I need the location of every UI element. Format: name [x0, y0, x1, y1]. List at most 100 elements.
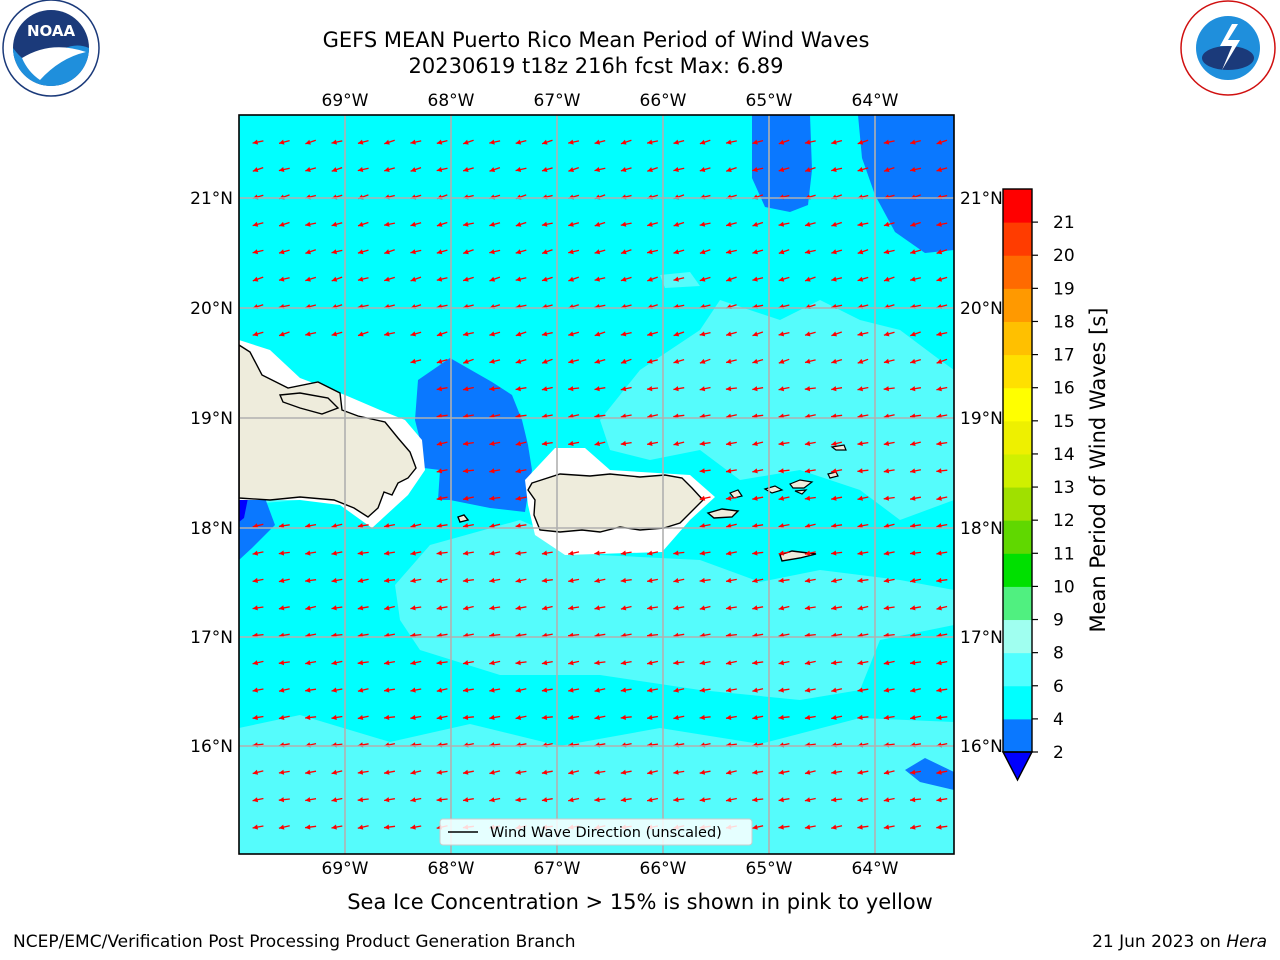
wave-direction-arrowhead [883, 687, 890, 693]
wave-direction-arrowhead [857, 167, 864, 172]
wave-direction-arrowhead [831, 468, 837, 474]
wave-direction-arrowhead [515, 523, 521, 529]
lon-label-top: 68°W [428, 91, 475, 111]
wave-direction-arrowhead [831, 331, 837, 337]
wave-direction-arrowhead [752, 221, 758, 227]
wave-direction-arrowhead [489, 523, 495, 529]
colorbar-band [1003, 321, 1032, 356]
wave-direction-arrowhead [568, 331, 574, 337]
wave-direction-arrowhead [752, 167, 758, 172]
wave-direction-arrowhead [620, 714, 626, 720]
wave-direction-arrowhead [436, 495, 443, 501]
wave-direction-arrowhead [621, 249, 627, 255]
wave-direction-arrowhead [278, 797, 285, 803]
wave-direction-arrowhead [279, 276, 285, 282]
wave-direction-arrowhead [410, 167, 417, 172]
wave-direction-arrowhead [358, 221, 364, 227]
wave-direction-arrowhead [331, 824, 337, 830]
wave-direction-arrowhead [699, 495, 706, 501]
wave-direction-arrowhead [410, 577, 416, 583]
wave-direction-arrowhead [305, 276, 311, 282]
wave-direction-arrowhead [410, 687, 416, 693]
wave-direction-arrowhead [463, 550, 469, 556]
wave-direction-arrowhead [699, 797, 705, 803]
lon-label-bottom: 64°W [852, 859, 899, 879]
wave-direction-arrowhead [726, 167, 732, 172]
wave-direction-arrowhead [331, 605, 337, 611]
wave-direction-arrowhead [752, 358, 758, 364]
wave-direction-arrowhead [804, 386, 811, 392]
wave-direction-arrowhead [910, 605, 916, 611]
wave-direction-arrowhead [883, 824, 890, 830]
wave-direction-arrowhead [620, 605, 627, 611]
wave-direction-arrowhead [673, 797, 679, 803]
wave-direction-arrowhead [331, 660, 337, 666]
wave-direction-arrowhead [726, 276, 732, 282]
colorbar-tick-label: 21 [1053, 213, 1075, 233]
wave-direction-arrowhead [831, 386, 837, 392]
wave-direction-arrowhead [252, 687, 258, 693]
colorbar-frame [1002, 188, 1033, 753]
wave-direction-arrowhead [620, 769, 627, 775]
wave-direction-arrowhead [489, 687, 495, 693]
wave-direction-arrowhead [541, 577, 548, 583]
wave-direction-arrowhead [384, 824, 390, 830]
wave-direction-arrowhead [252, 660, 259, 666]
wave-direction-arrowhead [489, 386, 495, 392]
wave-direction-arrowhead [726, 523, 732, 529]
wave-direction-arrowhead [726, 358, 732, 364]
wave-direction-arrowhead [252, 221, 259, 227]
wave-direction-arrowhead [805, 167, 811, 172]
colorbar-under-extension [1001, 751, 1034, 782]
wave-direction-arrowhead [804, 660, 811, 666]
wave-direction-arrowhead [410, 523, 416, 529]
wave-direction-arrowhead [778, 769, 784, 775]
wave-direction-arrowhead [357, 578, 364, 583]
wave-direction-arrowhead [699, 550, 705, 556]
wave-direction-arrowhead [305, 167, 311, 172]
wave-direction-arrowhead [489, 660, 495, 666]
run-date-credit: 21 Jun 2023 on Hera [1092, 932, 1267, 952]
wave-direction-arrowhead [804, 797, 811, 803]
wave-direction-arrowhead [857, 523, 863, 529]
wave-direction-arrowhead [699, 577, 705, 583]
wave-direction-arrowhead [410, 221, 416, 227]
wave-direction-arrowhead [489, 468, 495, 474]
wave-direction-arrowhead [357, 687, 364, 693]
wave-direction-arrowhead [384, 331, 390, 337]
wave-direction-arrowhead [804, 495, 811, 501]
colorbar-band [1003, 520, 1032, 554]
wave-direction-arrowhead [489, 495, 495, 501]
colorbar-tick-label: 20 [1053, 246, 1075, 266]
wave-direction-arrowhead [936, 468, 942, 474]
wave-direction-arrowhead [778, 523, 784, 529]
wave-direction-arrowhead [384, 249, 390, 255]
wave-direction-arrowhead [331, 331, 338, 337]
wave-direction-arrowhead [778, 139, 785, 145]
wave-direction-arrowhead [883, 660, 890, 666]
wave-direction-arrowhead [910, 441, 916, 446]
legend-label: Wind Wave Direction (unscaled) [490, 825, 722, 841]
wave-direction-arrowhead [726, 468, 732, 474]
wave-direction-arrowhead [463, 331, 469, 337]
wave-direction-arrowhead [752, 578, 758, 583]
wave-direction-arrowhead [279, 331, 285, 337]
wave-direction-arrowhead [883, 577, 890, 583]
wave-direction-arrowhead [463, 797, 469, 803]
wave-direction-arrowhead [778, 824, 784, 830]
wave-direction-arrowhead [726, 331, 732, 337]
wave-direction-arrowhead [752, 687, 758, 693]
colorbar-tick-label: 10 [1053, 577, 1075, 597]
wave-direction-arrowhead [647, 550, 653, 556]
wave-direction-arrowhead [883, 358, 890, 364]
wave-direction-arrowhead [384, 139, 390, 145]
wave-direction-arrowhead [515, 331, 522, 337]
wave-direction-arrowhead [910, 139, 916, 145]
wave-direction-arrowhead [910, 495, 916, 501]
wave-direction-arrowhead [594, 605, 600, 611]
wave-direction-arrowhead [568, 386, 574, 392]
lon-label-bottom: 66°W [640, 859, 687, 879]
wave-direction-arrowhead [726, 550, 732, 556]
wave-direction-arrowhead [831, 660, 837, 666]
lat-label-left: 19°N [190, 409, 233, 429]
